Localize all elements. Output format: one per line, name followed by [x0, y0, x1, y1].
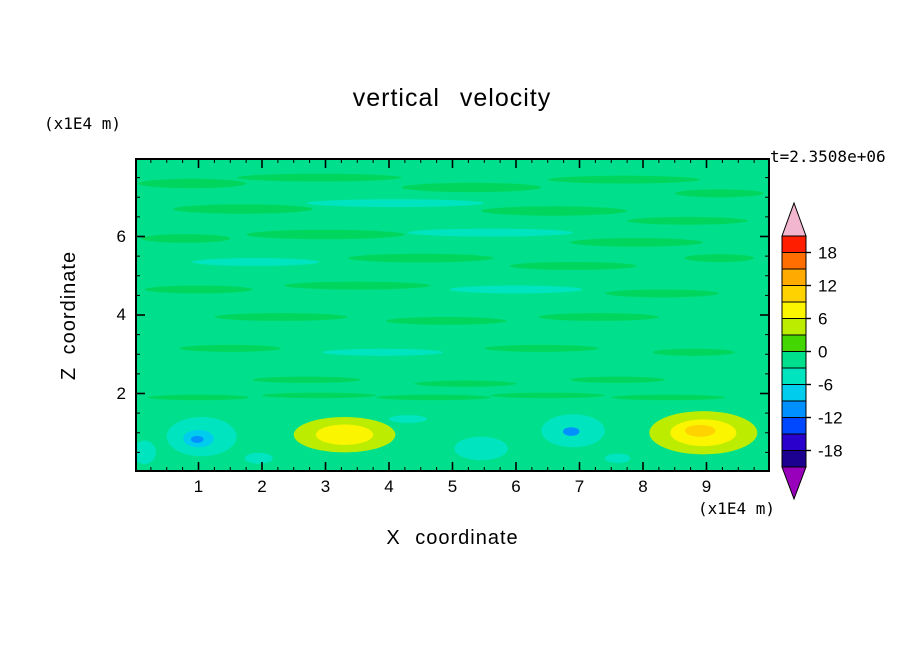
z-tick-label: 6 — [116, 226, 126, 246]
colorbar-band — [781, 334, 807, 352]
colorbar-band — [781, 318, 807, 336]
colorbar-band — [781, 417, 807, 435]
colorbar-band — [781, 384, 807, 402]
colorbar-band — [781, 367, 807, 385]
timestamp-label: t=2.3508e+06 — [770, 147, 886, 166]
plot-frame — [135, 158, 770, 472]
x-axis-unit-label: (x1E4 m) — [697, 499, 775, 518]
colorbar-band — [781, 235, 807, 253]
colorbar-band — [781, 450, 807, 468]
colorbar-tick-label: 6 — [818, 310, 827, 329]
x-tick-label: 1 — [193, 477, 204, 496]
plot-title: vertical velocity — [352, 84, 552, 112]
colorbar-tick-label: -12 — [818, 409, 843, 428]
x-tick-label: 3 — [320, 477, 331, 496]
x-tick-label: 2 — [257, 477, 267, 496]
z-axis-unit-label: (x1E4 m) — [44, 114, 122, 133]
colorbar-band — [781, 252, 807, 270]
x-tick-label: 9 — [701, 477, 712, 496]
contour-field-svg — [135, 158, 770, 472]
x-tick-label: 4 — [384, 477, 394, 496]
z-axis-label: Z coordinate — [52, 158, 88, 472]
colorbar-band — [781, 400, 807, 418]
colorbar-bottom-arrow — [781, 466, 807, 501]
x-tick-label: 7 — [574, 477, 585, 496]
contour-field — [136, 159, 769, 471]
colorbar-tick-label: 12 — [818, 277, 837, 296]
colorbar-tick-label: -18 — [818, 442, 843, 461]
colorbar-band — [781, 433, 807, 451]
colorbar-band — [781, 268, 807, 286]
x-tick-label: 6 — [511, 477, 521, 496]
z-tick-label: 4 — [116, 305, 126, 324]
colorbar-svg: 18 12 6 0 -6 -12 -18 — [781, 201, 843, 501]
x-tick-label: 5 — [447, 477, 458, 496]
z-axis-label-text: Z coordinate — [58, 250, 81, 380]
colorbar: 18 12 6 0 -6 -12 -18 — [780, 198, 880, 520]
colorbar-tick-label: 0 — [818, 343, 827, 362]
z-tick-label: 2 — [116, 383, 126, 403]
colorbar-top-arrow — [781, 201, 807, 237]
x-tick-label: 8 — [638, 477, 648, 496]
plot-area — [135, 158, 770, 472]
colorbar-tick-label: 18 — [818, 244, 837, 263]
colorbar-band — [781, 351, 807, 369]
x-axis-label: X coordinate — [386, 527, 519, 549]
colorbar-band — [781, 285, 807, 303]
colorbar-tick-label: -6 — [818, 376, 833, 395]
colorbar-band — [781, 301, 807, 319]
